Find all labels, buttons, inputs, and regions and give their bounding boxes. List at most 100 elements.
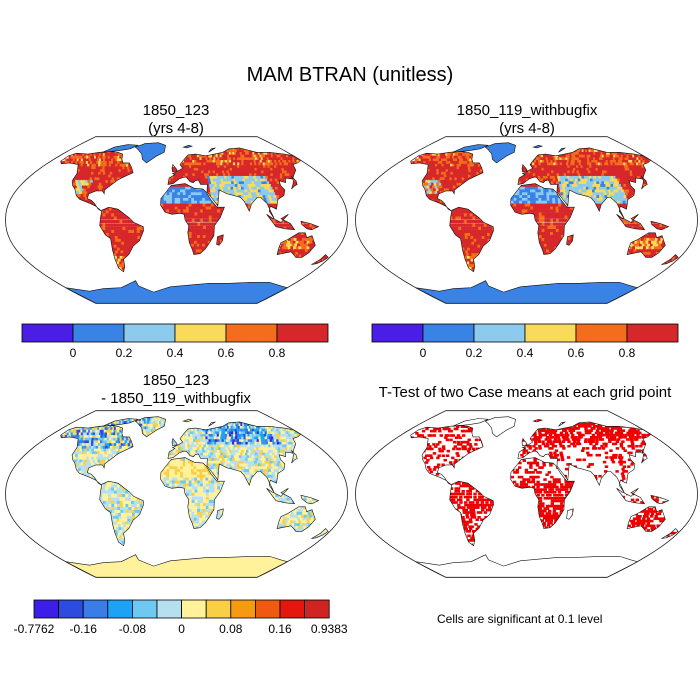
grid-cell [252, 189, 257, 193]
grid-cell [79, 177, 85, 181]
grid-cell [223, 180, 228, 184]
grid-cell [174, 194, 179, 198]
grid-cell [275, 186, 280, 190]
grid-cell [74, 177, 80, 181]
grid-cell [204, 243, 210, 247]
grid-cell [214, 218, 219, 222]
grid-cell [134, 229, 139, 233]
grid-cell [191, 197, 196, 201]
grid-cell [74, 185, 79, 189]
grid-cell [247, 170, 252, 174]
grid-cell [223, 167, 228, 171]
grid-cell [276, 180, 281, 184]
grid-cell [215, 178, 220, 182]
grid-cell [210, 164, 215, 168]
grid-cell [198, 180, 203, 184]
grid-cell [188, 197, 193, 201]
grid-cell [200, 225, 205, 229]
grid-cell [303, 251, 308, 255]
grid-cell [95, 163, 101, 167]
grid-cell [263, 197, 268, 201]
grid-cell [293, 183, 298, 187]
grid-cell [253, 172, 259, 176]
grid-cell [170, 175, 176, 179]
grid-cell [276, 194, 281, 198]
grid-cell [226, 189, 231, 193]
grid-cell [238, 180, 244, 184]
grid-cell [177, 189, 182, 193]
grid-cell [261, 170, 266, 174]
grid-cell [116, 226, 122, 230]
grid-cell [273, 194, 278, 198]
grid-cell [211, 215, 216, 219]
grid-cell [247, 189, 252, 193]
grid-cell [227, 172, 233, 176]
grid-cell [76, 185, 82, 189]
grid-cell [209, 167, 214, 171]
grid-cell [211, 203, 216, 207]
grid-cell [185, 186, 190, 190]
grid-cell [111, 247, 116, 251]
grid-cell [204, 197, 210, 201]
grid-cell [123, 163, 129, 167]
grid-cell [280, 223, 286, 227]
grid-cell [208, 172, 214, 176]
grid-cell [187, 186, 193, 190]
grid-cell [89, 177, 94, 181]
grid-cell [211, 231, 216, 235]
grid-cell [174, 200, 179, 204]
grid-cell [169, 194, 174, 198]
grid-cell [137, 232, 142, 236]
grid-cell [283, 226, 288, 230]
grid-cell [241, 175, 246, 179]
grid-cell [245, 203, 250, 207]
grid-cell [255, 175, 260, 179]
grid-cell [302, 234, 308, 238]
grid-cell [225, 178, 230, 182]
grid-cell [287, 246, 292, 250]
grid-cell [249, 194, 254, 198]
grid-cell [122, 247, 127, 251]
grid-cell [107, 179, 113, 184]
grid-cell [303, 240, 309, 244]
grid-cell [251, 172, 256, 176]
grid-cell [227, 167, 232, 171]
grid-cell [189, 170, 194, 174]
grid-cell [301, 240, 306, 244]
grid-cell [214, 215, 219, 219]
grid-cell [223, 164, 229, 168]
grid-cell [80, 166, 85, 170]
grid-cell [259, 178, 265, 182]
grid-cell [177, 194, 182, 198]
grid-cell [274, 164, 279, 168]
grid-cell [102, 171, 108, 175]
grid-cell [121, 261, 126, 265]
grid-cell [220, 162, 225, 166]
grid-cell [250, 183, 255, 187]
grid-cell [170, 178, 175, 182]
grid-cell [104, 177, 109, 181]
grid-cell [234, 164, 239, 168]
grid-cell [254, 194, 259, 198]
grid-cell [292, 240, 297, 244]
grid-cell [182, 186, 187, 190]
grid-cell [263, 175, 268, 179]
grid-cell [245, 206, 251, 210]
grid-cell [193, 249, 198, 253]
grid-cell [275, 170, 280, 174]
grid-cell [199, 246, 204, 250]
grid-cell [180, 167, 185, 171]
grid-cell [171, 206, 177, 210]
grid-cell [243, 180, 249, 184]
grid-cell [300, 223, 306, 227]
grid-cell [106, 207, 111, 211]
grid-cell [236, 164, 242, 168]
grid-cell [163, 194, 169, 198]
grid-cell [279, 170, 284, 174]
grid-cell [200, 209, 205, 213]
grid-cell [256, 167, 261, 171]
grid-cell [83, 193, 88, 197]
grid-cell [84, 174, 89, 178]
grid-cell [295, 251, 300, 255]
grid-cell [271, 162, 276, 166]
